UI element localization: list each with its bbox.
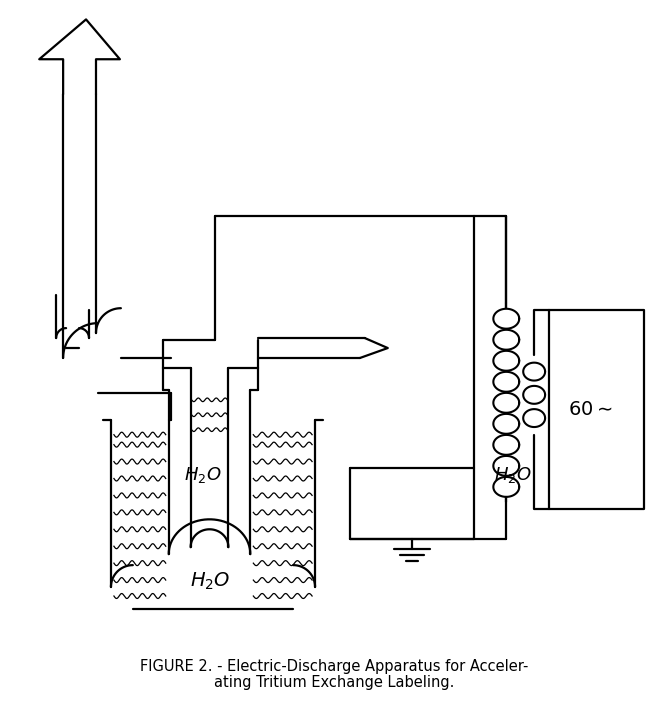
Text: $H_2O$: $H_2O$ [190, 571, 230, 592]
Text: $H_2O$: $H_2O$ [494, 465, 531, 485]
Text: FIGURE 2. - Electric-Discharge Apparatus for Acceler-: FIGURE 2. - Electric-Discharge Apparatus… [140, 659, 528, 674]
Text: ating Tritium Exchange Labeling.: ating Tritium Exchange Labeling. [214, 675, 454, 690]
Text: $H_2O$: $H_2O$ [184, 465, 221, 485]
Text: $60\sim$: $60\sim$ [568, 400, 613, 419]
